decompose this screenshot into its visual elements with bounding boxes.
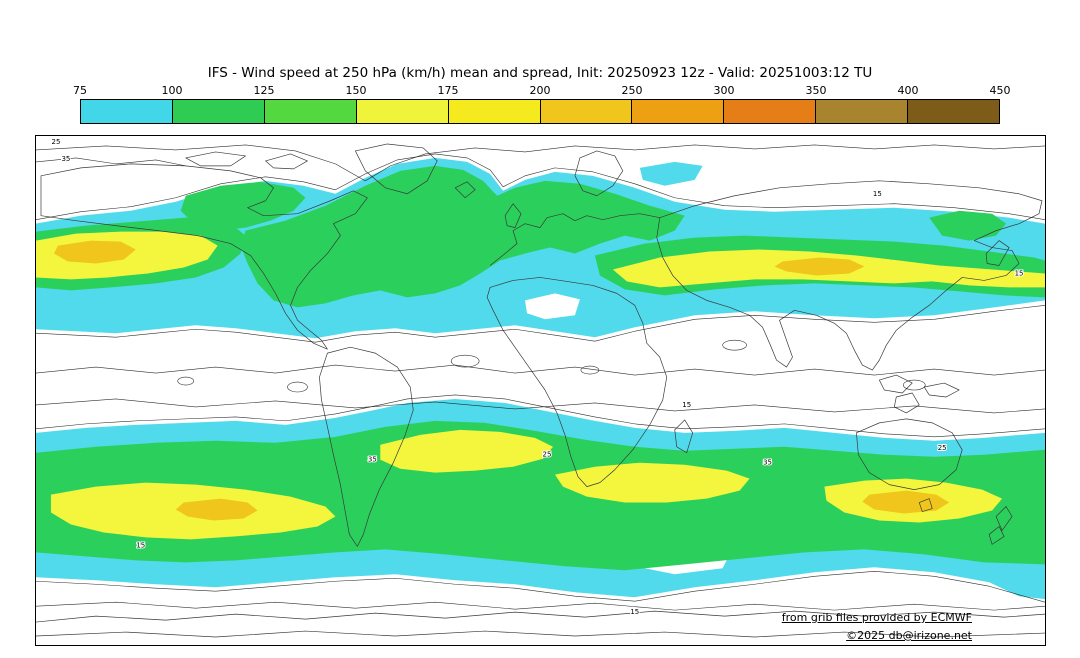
colorbar-segment [724, 100, 817, 123]
contour-loop [450, 354, 480, 368]
contour-label: 25 [938, 444, 947, 452]
contour-line [36, 305, 1045, 343]
coast-north-america [40, 163, 368, 350]
contour-line [36, 157, 186, 167]
wind-speed-fill-regions [36, 157, 1045, 600]
nh-green-atlantic-europe [240, 165, 685, 308]
contour-label: 35 [368, 456, 377, 464]
colorbar-segment [816, 100, 909, 123]
coast-asia [656, 180, 1043, 371]
colorbar-tick-label: 250 [621, 84, 643, 97]
chart-title: IFS - Wind speed at 250 hPa (km/h) mean … [207, 65, 873, 81]
coast-africa [486, 277, 668, 487]
colorbar-segment [172, 100, 265, 123]
contour-line [36, 364, 1045, 376]
colorbar-tick-label: 150 [345, 84, 367, 97]
sh-yellow-indian-core [554, 462, 750, 503]
contour-label: 35 [61, 155, 70, 163]
colorbar-segment [264, 100, 357, 123]
coast-uk [504, 203, 522, 228]
colorbar-segment [908, 100, 1000, 123]
coast-se-asia-islands [878, 374, 960, 414]
colorbar-tick-label: 125 [253, 84, 275, 97]
coast-arctic-islands [185, 151, 308, 170]
attribution-ecmwf-link[interactable]: from grib files provided by ECMWF [781, 611, 972, 624]
nh-white-gap [525, 293, 580, 320]
contour-loop [580, 365, 600, 375]
contour-loop [722, 339, 747, 351]
contour-line [36, 570, 1045, 603]
contour-line [36, 394, 1045, 438]
coast-antarctica [36, 610, 1045, 638]
coast-tasmania [918, 498, 933, 512]
contour-label: 35 [763, 459, 772, 467]
coast-madagascar [674, 419, 694, 454]
colorbar-tick-label: 200 [529, 84, 551, 97]
colorbar-segment [81, 100, 173, 123]
contour-label: 15 [1015, 269, 1024, 277]
sh-amber-right-spot [862, 490, 950, 514]
colorbar-tick-label: 450 [989, 84, 1011, 97]
colorbar-segment [632, 100, 725, 123]
colorbar-bar [80, 99, 1000, 124]
nh-amber-asia-spot [774, 257, 865, 276]
map-svg: 25 35 15 15 15 25 35 25 35 15 15 [36, 137, 1045, 638]
colorbar-tick-label: 350 [805, 84, 827, 97]
coast-iceland [454, 181, 476, 199]
contour-loop [902, 379, 926, 391]
nh-cyan-patch [639, 161, 703, 186]
attribution-copyright-link[interactable]: ©2025 db@irizone.net [846, 629, 972, 642]
coast-japan [985, 240, 1010, 266]
colorbar-segment [540, 100, 633, 123]
coast-australia [856, 418, 963, 490]
contour-label: 15 [630, 608, 639, 616]
colorbar-tick-label: 100 [161, 84, 183, 97]
contour-label: 25 [543, 451, 552, 459]
contour-line [36, 144, 1045, 182]
sh-amber-left-spot [175, 498, 258, 521]
contour-loop [177, 376, 194, 386]
colorbar-ticks: 75 100 125 150 175 200 250 300 350 400 450 [73, 84, 1011, 98]
spread-contour-lines [36, 144, 1045, 611]
contour-label: 15 [136, 541, 145, 549]
nh-green-topright [929, 210, 1007, 241]
coast-new-zealand [988, 506, 1013, 545]
contour-line [36, 398, 1045, 414]
colorbar-tick-label: 175 [437, 84, 459, 97]
colorbar-segment [448, 100, 541, 123]
colorbar-tick-label: 400 [897, 84, 919, 97]
colorbar-tick-label: 75 [73, 84, 87, 97]
contour-label: 15 [873, 190, 882, 198]
colorbar: 75 100 125 150 175 200 250 300 350 400 450 [73, 84, 1011, 124]
colorbar-segment [356, 100, 449, 123]
contour-loop [287, 381, 308, 393]
sh-yellow-atlantic-core [380, 429, 553, 473]
coast-europe [489, 213, 660, 266]
contour-line [36, 153, 1045, 220]
contour-label: 25 [52, 138, 61, 146]
nh-amber-left-spot [53, 240, 136, 264]
world-map-panel: 25 35 15 15 15 25 35 25 35 15 15 [35, 135, 1046, 646]
nh-green-na-lobe [180, 181, 306, 231]
contour-line [36, 601, 1045, 611]
contour-labels: 25 35 15 15 15 25 35 25 35 15 15 [51, 137, 1025, 617]
coast-scandinavia [574, 150, 624, 197]
contour-label: 15 [682, 401, 691, 409]
colorbar-tick-label: 300 [713, 84, 735, 97]
sh-green-band [36, 420, 1045, 571]
